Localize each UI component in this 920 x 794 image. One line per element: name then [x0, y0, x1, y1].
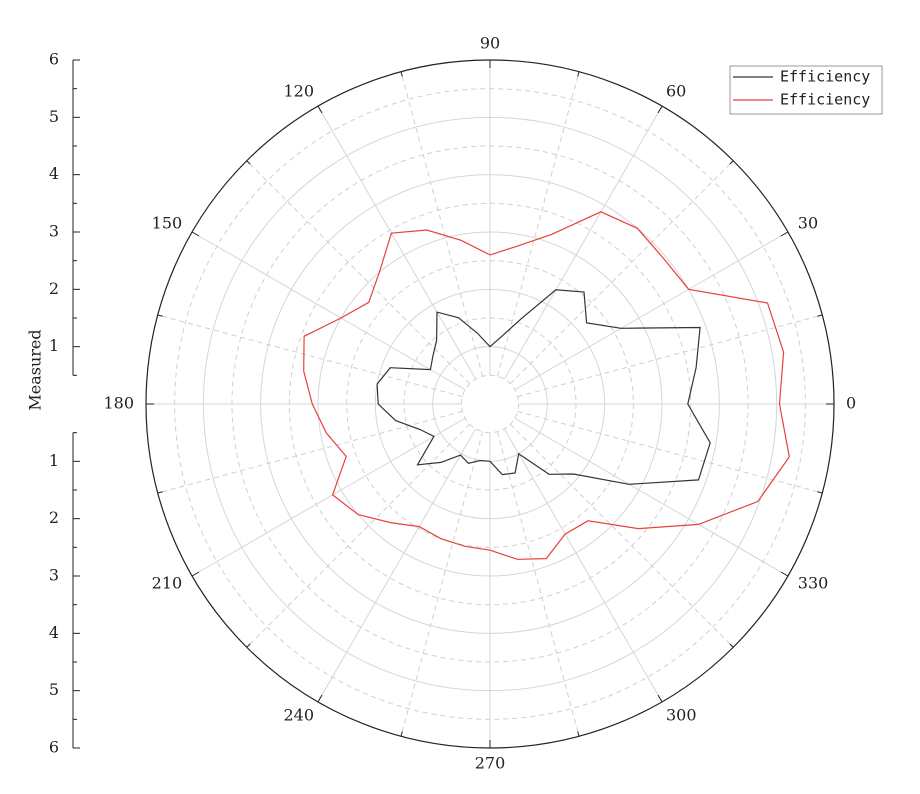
minor-spoke [400, 71, 484, 377]
theta-tick-label: 330 [798, 574, 829, 593]
radial-tick-label: 2 [49, 279, 59, 298]
radial-tick-label: 5 [49, 680, 59, 699]
minor-tick [246, 643, 251, 648]
minor-tick [400, 731, 403, 737]
theta-tick [657, 105, 663, 114]
minor-spoke [400, 431, 484, 737]
minor-tick [157, 314, 163, 317]
minor-spoke [509, 160, 734, 385]
radial-tick-label: 6 [49, 738, 59, 757]
minor-tick [729, 160, 734, 165]
theta-tick-label: 90 [480, 34, 500, 53]
minor-spoke [517, 410, 823, 494]
spoke [503, 428, 663, 703]
theta-tick-label: 120 [283, 82, 314, 101]
radial-tick-label: 1 [49, 336, 59, 355]
radial-tick-label: 2 [49, 508, 59, 527]
legend: Efficiency Efficiency [729, 65, 883, 115]
series-line [303, 211, 790, 560]
y-axis-label: Measured [26, 329, 45, 410]
minor-spoke [496, 71, 580, 377]
spoke [317, 105, 477, 380]
spoke [191, 231, 466, 391]
minor-tick [157, 491, 163, 494]
theta-tick [317, 105, 323, 114]
theta-tick-label: 0 [846, 394, 856, 413]
theta-tick-label: 150 [152, 214, 183, 233]
theta-tick-label: 30 [798, 214, 818, 233]
minor-spoke [517, 314, 823, 398]
theta-tick [317, 694, 323, 703]
minor-tick [817, 314, 823, 317]
spoke [317, 428, 477, 703]
minor-spoke [246, 160, 471, 385]
theta-tick-label: 60 [666, 82, 686, 101]
theta-tick [191, 231, 200, 237]
theta-tick-label: 270 [475, 754, 506, 773]
minor-tick [400, 71, 403, 77]
minor-tick [817, 491, 823, 494]
spoke [191, 417, 466, 577]
radial-tick-label: 1 [49, 451, 59, 470]
spoke [514, 231, 789, 391]
minor-spoke [509, 423, 734, 648]
minor-tick [729, 643, 734, 648]
theta-tick [780, 571, 789, 577]
minor-grid-circle [460, 374, 520, 434]
legend-label: Efficiency [780, 68, 870, 86]
minor-spoke [157, 410, 463, 494]
radial-tick-label: 6 [49, 50, 59, 69]
minor-spoke [246, 423, 471, 648]
theta-tick [780, 231, 789, 237]
minor-spoke [157, 314, 463, 398]
minor-tick [246, 160, 251, 165]
minor-tick [577, 731, 580, 737]
legend-box [729, 65, 883, 115]
theta-tick-label: 210 [152, 574, 183, 593]
minor-tick [577, 71, 580, 77]
radial-tick-label: 3 [49, 222, 59, 241]
legend-label: Efficiency [780, 91, 870, 109]
theta-tick [191, 571, 200, 577]
minor-spoke [496, 431, 580, 737]
radial-tick-label: 4 [49, 164, 59, 183]
radial-tick-label: 5 [49, 107, 59, 126]
spoke [503, 105, 663, 380]
theta-tick [657, 694, 663, 703]
theta-tick-label: 240 [283, 705, 314, 724]
theta-tick-label: 180 [103, 394, 134, 413]
radial-tick-label: 3 [49, 566, 59, 585]
theta-tick-label: 300 [666, 705, 697, 724]
radial-tick-label: 4 [49, 623, 59, 642]
series-line [376, 289, 711, 485]
spoke [514, 417, 789, 577]
